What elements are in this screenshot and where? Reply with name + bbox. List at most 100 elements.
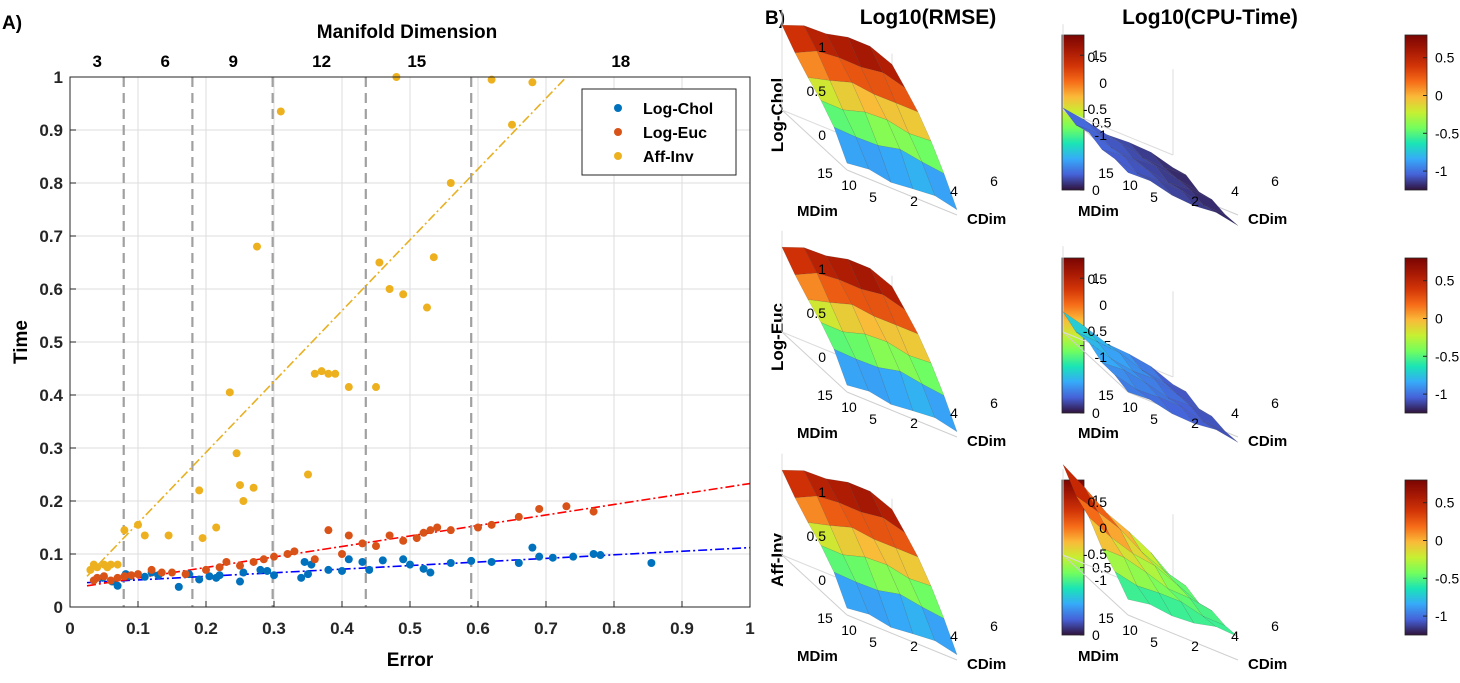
colorbar-tick-label: 1 [1092,47,1100,63]
data-point [446,526,455,535]
data-point [596,551,605,560]
cdim-tick-label: 6 [1271,173,1279,189]
data-point [198,534,207,543]
data-point [429,253,438,262]
colorbar-tick-label: -0.5 [1435,570,1459,586]
row-label: Log-Chol [768,78,787,153]
z-tick-label: -1 [1095,572,1108,588]
surface-patch [908,133,945,175]
data-point [249,483,258,492]
colorbar [1404,479,1428,636]
axis-floor-line [781,331,848,393]
axis-floor-line [846,614,958,661]
z-tick-label: -0.5 [1083,546,1107,562]
cdim-tick-label: 2 [910,415,918,431]
surface-patch [895,324,932,364]
cdim-tick-label: 2 [910,638,918,654]
x-tick-label: 0.2 [194,619,218,638]
legend-marker [614,104,622,112]
data-point [372,542,380,551]
axis-floor-line [846,391,958,438]
data-point [304,470,312,479]
cdim-tick-label: 6 [990,395,998,411]
mdim-axis-label: MDim [797,648,838,665]
mdim-axis-label: MDim [1078,648,1119,665]
data-point [236,577,244,586]
cdim-tick-label: 4 [1231,628,1239,644]
data-point [647,559,656,568]
mdim-tick-label: 10 [841,622,857,638]
data-point [168,568,176,577]
mdim-tick-label: 10 [841,177,857,193]
y-tick-label: 0 [54,598,63,617]
data-point [249,557,258,566]
data-point [344,531,353,540]
data-point [487,75,496,84]
data-point [338,566,346,575]
data-point [310,369,319,378]
data-point [399,290,408,299]
axis-floor-line [846,169,958,216]
x-tick-label: 0.1 [126,619,150,638]
data-point [317,367,326,376]
axis-floor-line [1062,554,1129,616]
z-tick-label: 0.5 [1088,49,1108,65]
data-point [412,534,421,543]
data-point [222,557,231,566]
surface-patch [921,606,958,656]
dimension-label: 3 [92,52,101,71]
axis-floor-line [1062,331,1129,393]
x-tick-label: 0.8 [602,619,626,638]
data-point [239,568,248,577]
colorbar-tick-label: -1 [1435,163,1448,179]
data-point [344,383,353,392]
data-point [140,531,149,540]
data-point [93,563,102,572]
surface-patch [1189,598,1226,626]
data-point [426,568,435,577]
column-title: Log10(CPU-Time) [1122,6,1298,29]
data-point [120,526,129,535]
data-point [215,563,224,572]
data-point [338,550,346,558]
dimension-label: 18 [611,52,630,71]
data-point [195,486,204,495]
scatter-panel: 0 0.1 0.2 0.3 0.4 0.5 0.6 0.7 0.8 0.9 1 0 0.1 0.2 0.3 0… [11,22,755,671]
y-tick-label: 0.6 [39,280,63,299]
panel-b-label: B) [765,8,785,29]
mdim-tick-label: 5 [869,411,877,427]
data-point [270,552,278,561]
data-point [310,555,319,564]
surface-patch [908,578,945,620]
colorbar-tick-label: 1 [1092,492,1100,508]
cdim-axis-label: CDim [967,211,1006,228]
axis-wall-line [1062,109,1174,156]
data-point [535,504,544,513]
column-title: Log10(RMSE) [860,6,997,29]
x-tick-label: 0.3 [262,619,286,638]
data-point [589,550,598,558]
x-tick-label: 0 [65,619,74,638]
z-tick-label: 1 [818,39,826,55]
mdim-tick-label: 15 [817,610,833,626]
data-point [134,520,142,529]
row-label: Aff-Inv [768,533,787,587]
surface-patch [869,46,906,88]
y-axis-label: Time [11,320,32,364]
z-tick-label: -0.5 [1083,323,1107,339]
z-tick-label: 1 [818,484,826,500]
y-tick-label: 0.4 [39,386,63,405]
data-point [300,557,309,566]
mdim-tick-label: 5 [1150,634,1158,650]
colorbar-tick-label: -1 [1435,386,1448,402]
data-point [215,571,224,580]
surface-patch [921,383,958,433]
data-point [589,507,598,516]
surface-patch [1202,421,1239,443]
data-point [419,564,428,573]
colorbar [1061,34,1085,191]
